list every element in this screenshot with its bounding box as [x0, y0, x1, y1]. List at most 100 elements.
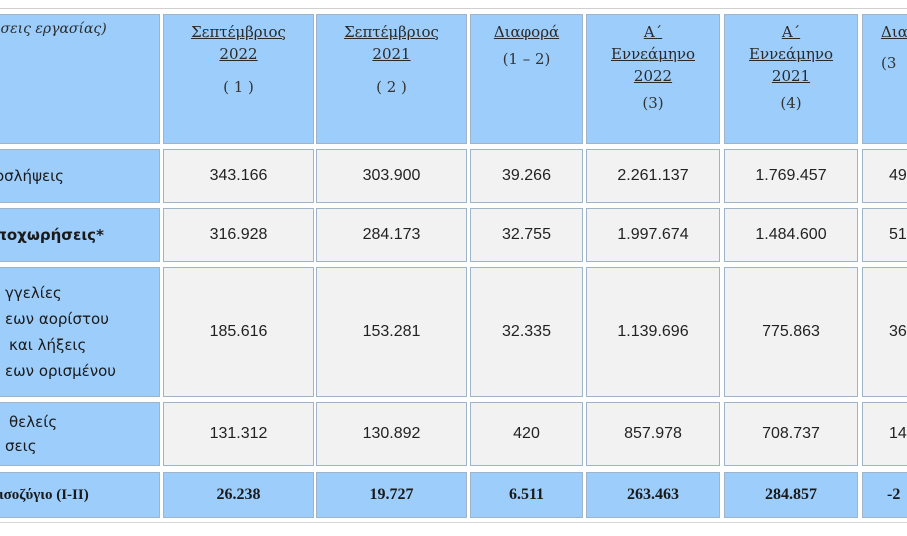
row-label-line: και λήξεις	[9, 336, 87, 354]
header-year: 2022	[219, 45, 258, 63]
header-index: (1 – 2)	[502, 50, 551, 68]
row-label-voluntary: θελείς σεις	[0, 402, 160, 466]
cell-value: 131.312	[209, 425, 268, 442]
header-difference-cut: Δια (3	[862, 14, 907, 144]
cell-value: 420	[513, 425, 540, 442]
table-cell: 14	[862, 402, 907, 466]
header-year: 2022	[633, 67, 673, 85]
header-label: Εννεάμηνο	[611, 45, 695, 63]
header-index: (3)	[642, 94, 664, 112]
table-cell: 857.978	[586, 402, 720, 466]
table-cell: 1.484.600	[724, 208, 858, 262]
table-cell: 51	[862, 208, 907, 262]
table-cell: 284.173	[316, 208, 467, 262]
table-cell: 49	[862, 149, 907, 203]
cell-value: 2.261.137	[617, 167, 689, 184]
header-year: 2021	[372, 45, 411, 63]
header-year: 2021	[771, 67, 811, 85]
cell-value: 284.857	[765, 486, 817, 503]
header-first-column: έσεις εργασίας)	[0, 14, 160, 144]
table-cell: 284.857	[724, 472, 858, 518]
cell-value: 49	[889, 167, 907, 184]
header-label: Α΄	[643, 23, 663, 41]
header-difference: Διαφορά (1 – 2)	[470, 14, 583, 144]
cell-value: 343.166	[209, 167, 268, 184]
top-divider	[0, 8, 907, 9]
table-cell: 130.892	[316, 402, 467, 466]
table-cell: 420	[470, 402, 583, 466]
cell-value: 36	[889, 323, 907, 340]
cell-value: 51	[889, 226, 907, 243]
table-cell: 39.266	[470, 149, 583, 203]
table-cell: -2	[862, 472, 907, 518]
cell-value: 1.139.696	[617, 323, 689, 340]
table-cell: 1.769.457	[724, 149, 858, 203]
table-cell: 775.863	[724, 267, 858, 397]
cell-value: 1.484.600	[755, 226, 827, 243]
row-label-text: οσλήψεις	[0, 167, 64, 185]
cell-value: 708.737	[762, 425, 820, 442]
cell-value: 130.892	[362, 425, 421, 442]
header-label: Δια	[881, 23, 907, 41]
cell-value: 303.900	[362, 167, 421, 184]
table-cell: 263.463	[586, 472, 720, 518]
cell-value: 32.335	[502, 323, 551, 340]
header-index: (3	[881, 54, 897, 72]
table-cell: 2.261.137	[586, 149, 720, 203]
bottom-divider	[0, 522, 907, 523]
header-nine-month-2022: Α΄ Εννεάμηνο 2022 (3)	[586, 14, 720, 144]
cell-value: 185.616	[209, 323, 268, 340]
header-first-label: έσεις εργασίας)	[0, 21, 107, 37]
table-cell: 32.335	[470, 267, 583, 397]
row-label-line: γγελίες	[5, 284, 62, 302]
table-cell: 708.737	[724, 402, 858, 466]
table-cell: 19.727	[316, 472, 467, 518]
cell-value: 1.997.674	[617, 226, 689, 243]
cell-value: 284.173	[362, 226, 421, 243]
cell-value: 263.463	[627, 486, 679, 503]
row-label-balance: ισοζύγιο (I-II)	[0, 472, 160, 518]
row-label-line: σεις	[5, 437, 37, 455]
row-label-line: εων ορισμένου	[5, 362, 116, 380]
table-cell: 26.238	[163, 472, 314, 518]
header-nine-month-2021: Α΄ Εννεάμηνο 2021 (4)	[724, 14, 858, 144]
cell-value: 153.281	[362, 323, 421, 340]
header-label: Διαφορά	[493, 23, 560, 41]
table-cell: 185.616	[163, 267, 314, 397]
row-label-text: ισοζύγιο (I-II)	[0, 487, 89, 503]
header-label: Σεπτέμβριος	[191, 23, 286, 41]
row-label-text: ποχωρήσεις*	[0, 226, 104, 244]
table-cell: 1.997.674	[586, 208, 720, 262]
table-cell: 153.281	[316, 267, 467, 397]
cell-value: 857.978	[624, 425, 682, 442]
header-index: ( 1 )	[223, 78, 254, 96]
cell-value: 32.755	[502, 226, 551, 243]
row-label-line: θελείς	[9, 413, 58, 431]
cell-value: 1.769.457	[755, 167, 827, 184]
table-cell: 131.312	[163, 402, 314, 466]
table-cell: 36	[862, 267, 907, 397]
header-sep-2022: Σεπτέμβριος 2022 ( 1 )	[163, 14, 314, 144]
header-index: (4)	[780, 94, 802, 112]
cell-value: 39.266	[502, 167, 551, 184]
header-label: Α΄	[781, 23, 801, 41]
table-cell: 32.755	[470, 208, 583, 262]
row-label-line: εων αορίστου	[5, 310, 109, 328]
table-cell: 316.928	[163, 208, 314, 262]
header-sep-2021: Σεπτέμβριος 2021 ( 2 )	[316, 14, 467, 144]
row-label-terminations: γγελίες εων αορίστου και λήξεις εων ορισ…	[0, 267, 160, 397]
cell-value: 26.238	[216, 486, 261, 503]
header-label: Σεπτέμβριος	[344, 23, 439, 41]
row-label-hires: οσλήψεις	[0, 149, 160, 203]
cell-value: 6.511	[508, 486, 545, 503]
cell-value: 19.727	[369, 486, 414, 503]
cell-value: -2	[887, 486, 901, 503]
table-cell: 6.511	[470, 472, 583, 518]
table-cell: 343.166	[163, 149, 314, 203]
header-index: ( 2 )	[376, 78, 407, 96]
table-cell: 1.139.696	[586, 267, 720, 397]
cell-value: 775.863	[762, 323, 820, 340]
table-cell: 303.900	[316, 149, 467, 203]
cell-value: 316.928	[209, 226, 268, 243]
